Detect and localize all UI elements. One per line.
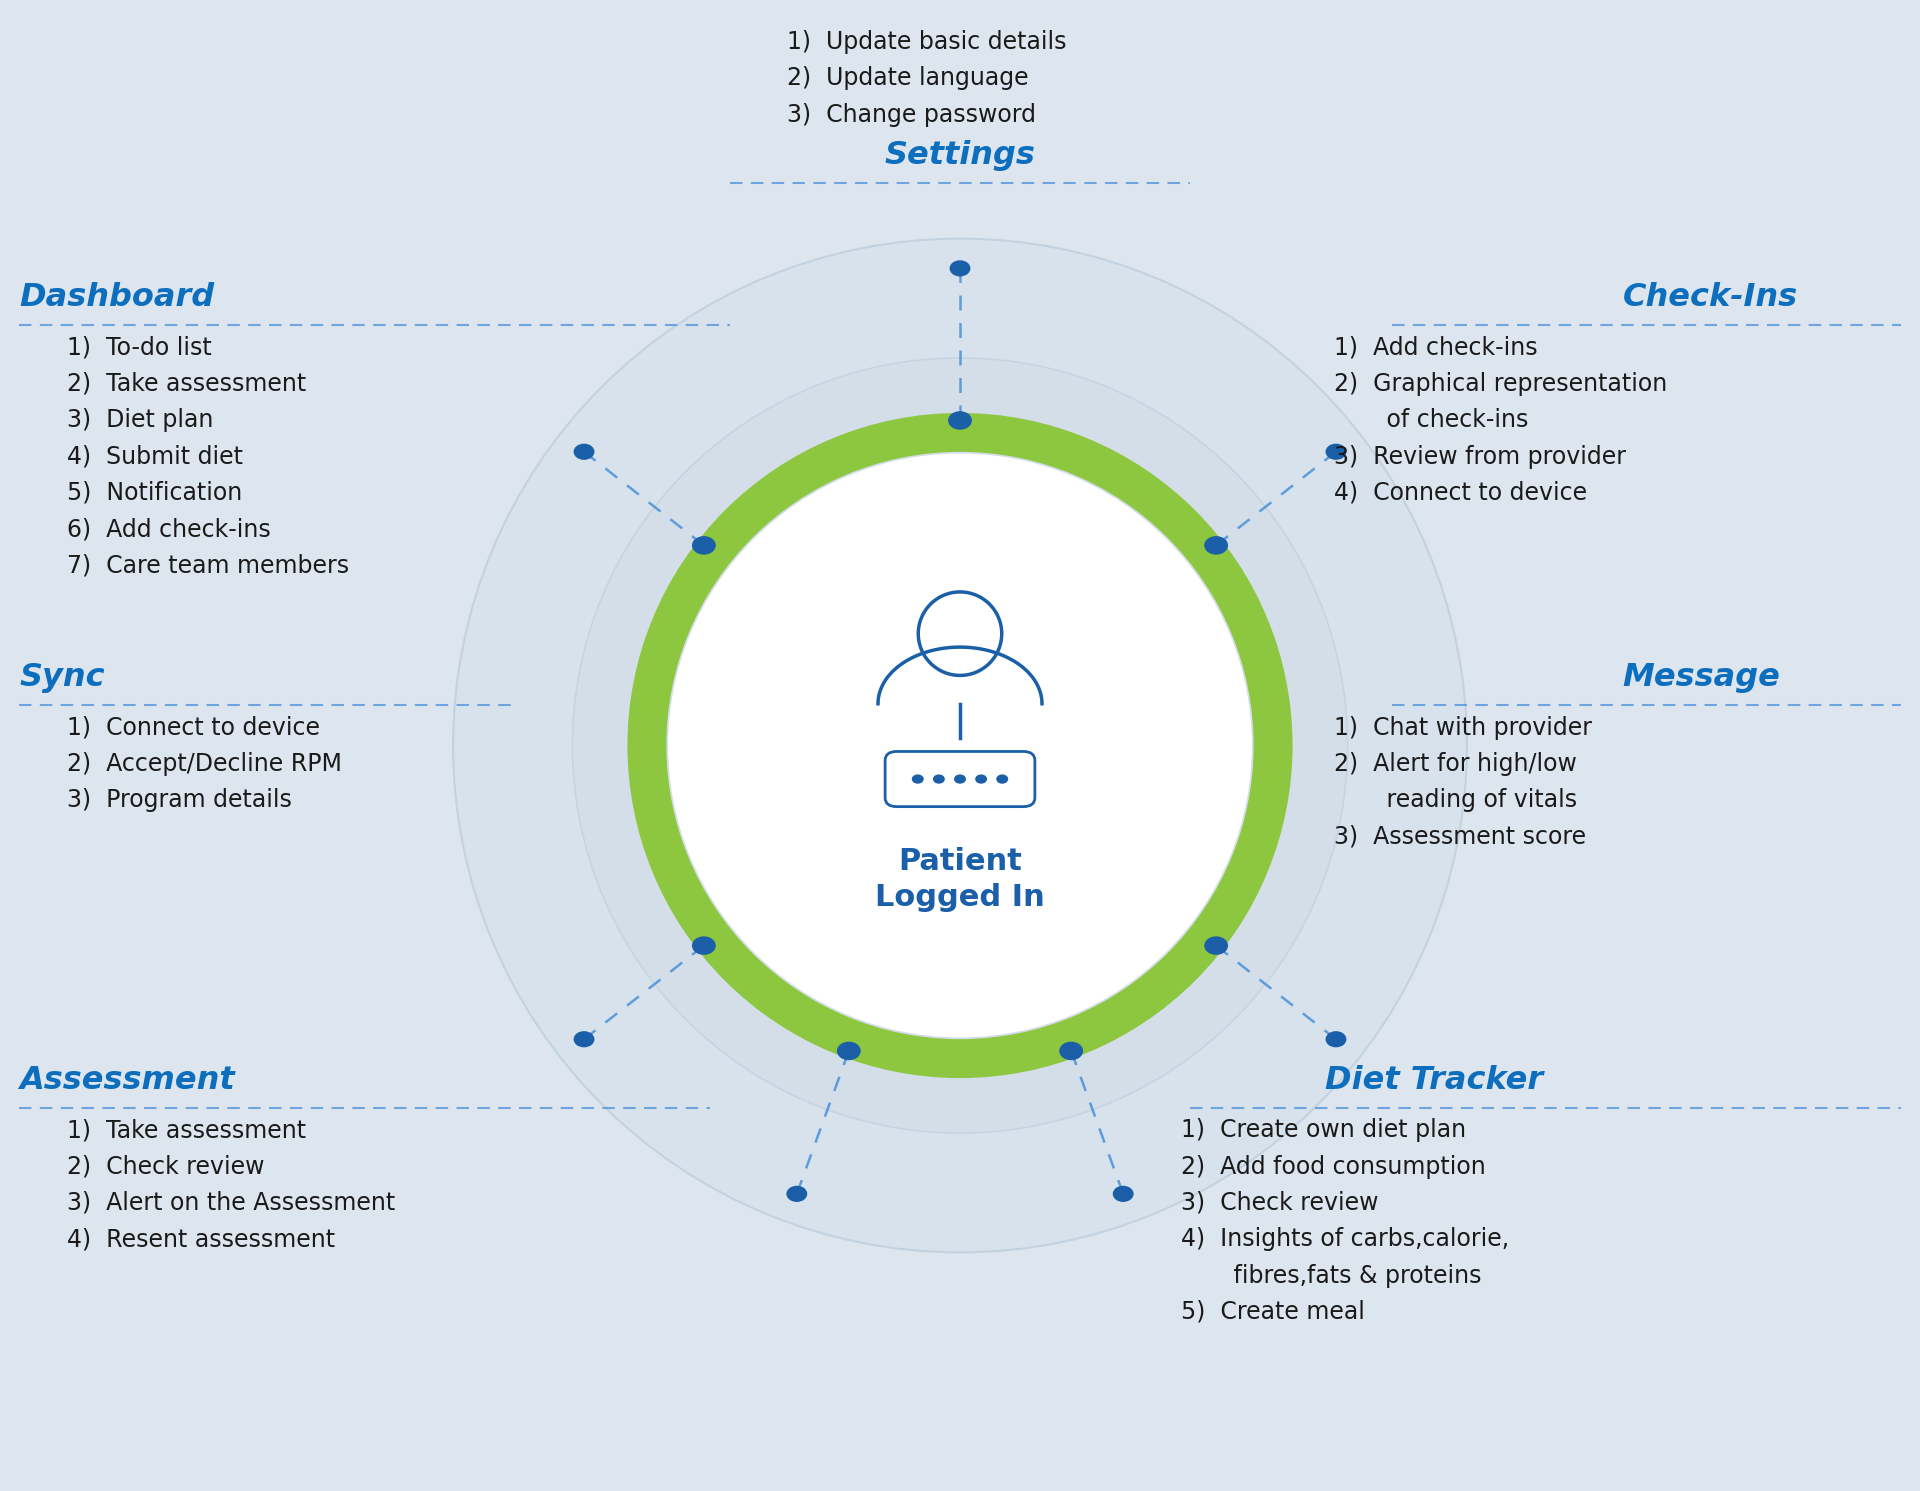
- Circle shape: [1060, 1042, 1083, 1060]
- Circle shape: [574, 444, 595, 459]
- Text: 1)  Add check-ins
2)  Graphical representation
       of check-ins
3)  Review fr: 1) Add check-ins 2) Graphical representa…: [1334, 335, 1668, 505]
- Text: 1)  Update basic details
2)  Update language
3)  Change password: 1) Update basic details 2) Update langua…: [787, 30, 1068, 127]
- Text: Sync: Sync: [19, 662, 106, 693]
- Circle shape: [1204, 936, 1229, 954]
- Text: 1)  Create own diet plan
2)  Add food consumption
3)  Check review
4)  Insights : 1) Create own diet plan 2) Add food cons…: [1181, 1118, 1509, 1324]
- Text: 1)  Take assessment
2)  Check review
3)  Alert on the Assessment
4)  Resent asse: 1) Take assessment 2) Check review 3) Al…: [67, 1118, 396, 1251]
- Circle shape: [950, 261, 970, 276]
- Circle shape: [1325, 1032, 1346, 1047]
- Text: 1)  Connect to device
2)  Accept/Decline RPM
3)  Program details: 1) Connect to device 2) Accept/Decline R…: [67, 716, 342, 813]
- Circle shape: [954, 774, 966, 784]
- Circle shape: [1325, 444, 1346, 459]
- Circle shape: [933, 774, 945, 784]
- Ellipse shape: [453, 239, 1467, 1252]
- Ellipse shape: [668, 455, 1252, 1036]
- Circle shape: [691, 936, 716, 954]
- Circle shape: [787, 1185, 806, 1202]
- Circle shape: [996, 774, 1008, 784]
- Circle shape: [1204, 537, 1229, 555]
- Circle shape: [948, 412, 972, 429]
- Ellipse shape: [572, 358, 1348, 1133]
- Text: Settings: Settings: [885, 140, 1035, 171]
- Circle shape: [1114, 1185, 1133, 1202]
- Text: 1)  To-do list
2)  Take assessment
3)  Diet plan
4)  Submit diet
5)  Notificatio: 1) To-do list 2) Take assessment 3) Diet…: [67, 335, 349, 577]
- Text: Message: Message: [1622, 662, 1780, 693]
- Circle shape: [975, 774, 987, 784]
- Text: 1)  Chat with provider
2)  Alert for high/low
       reading of vitals
3)  Asses: 1) Chat with provider 2) Alert for high/…: [1334, 716, 1592, 848]
- Text: Check-Ins: Check-Ins: [1622, 282, 1797, 313]
- Circle shape: [912, 774, 924, 784]
- Text: Assessment: Assessment: [19, 1065, 234, 1096]
- Text: Patient
Logged In: Patient Logged In: [876, 847, 1044, 912]
- Circle shape: [837, 1042, 860, 1060]
- Circle shape: [574, 1032, 595, 1047]
- Text: Dashboard: Dashboard: [19, 282, 215, 313]
- Text: Diet Tracker: Diet Tracker: [1325, 1065, 1544, 1096]
- Circle shape: [691, 537, 716, 555]
